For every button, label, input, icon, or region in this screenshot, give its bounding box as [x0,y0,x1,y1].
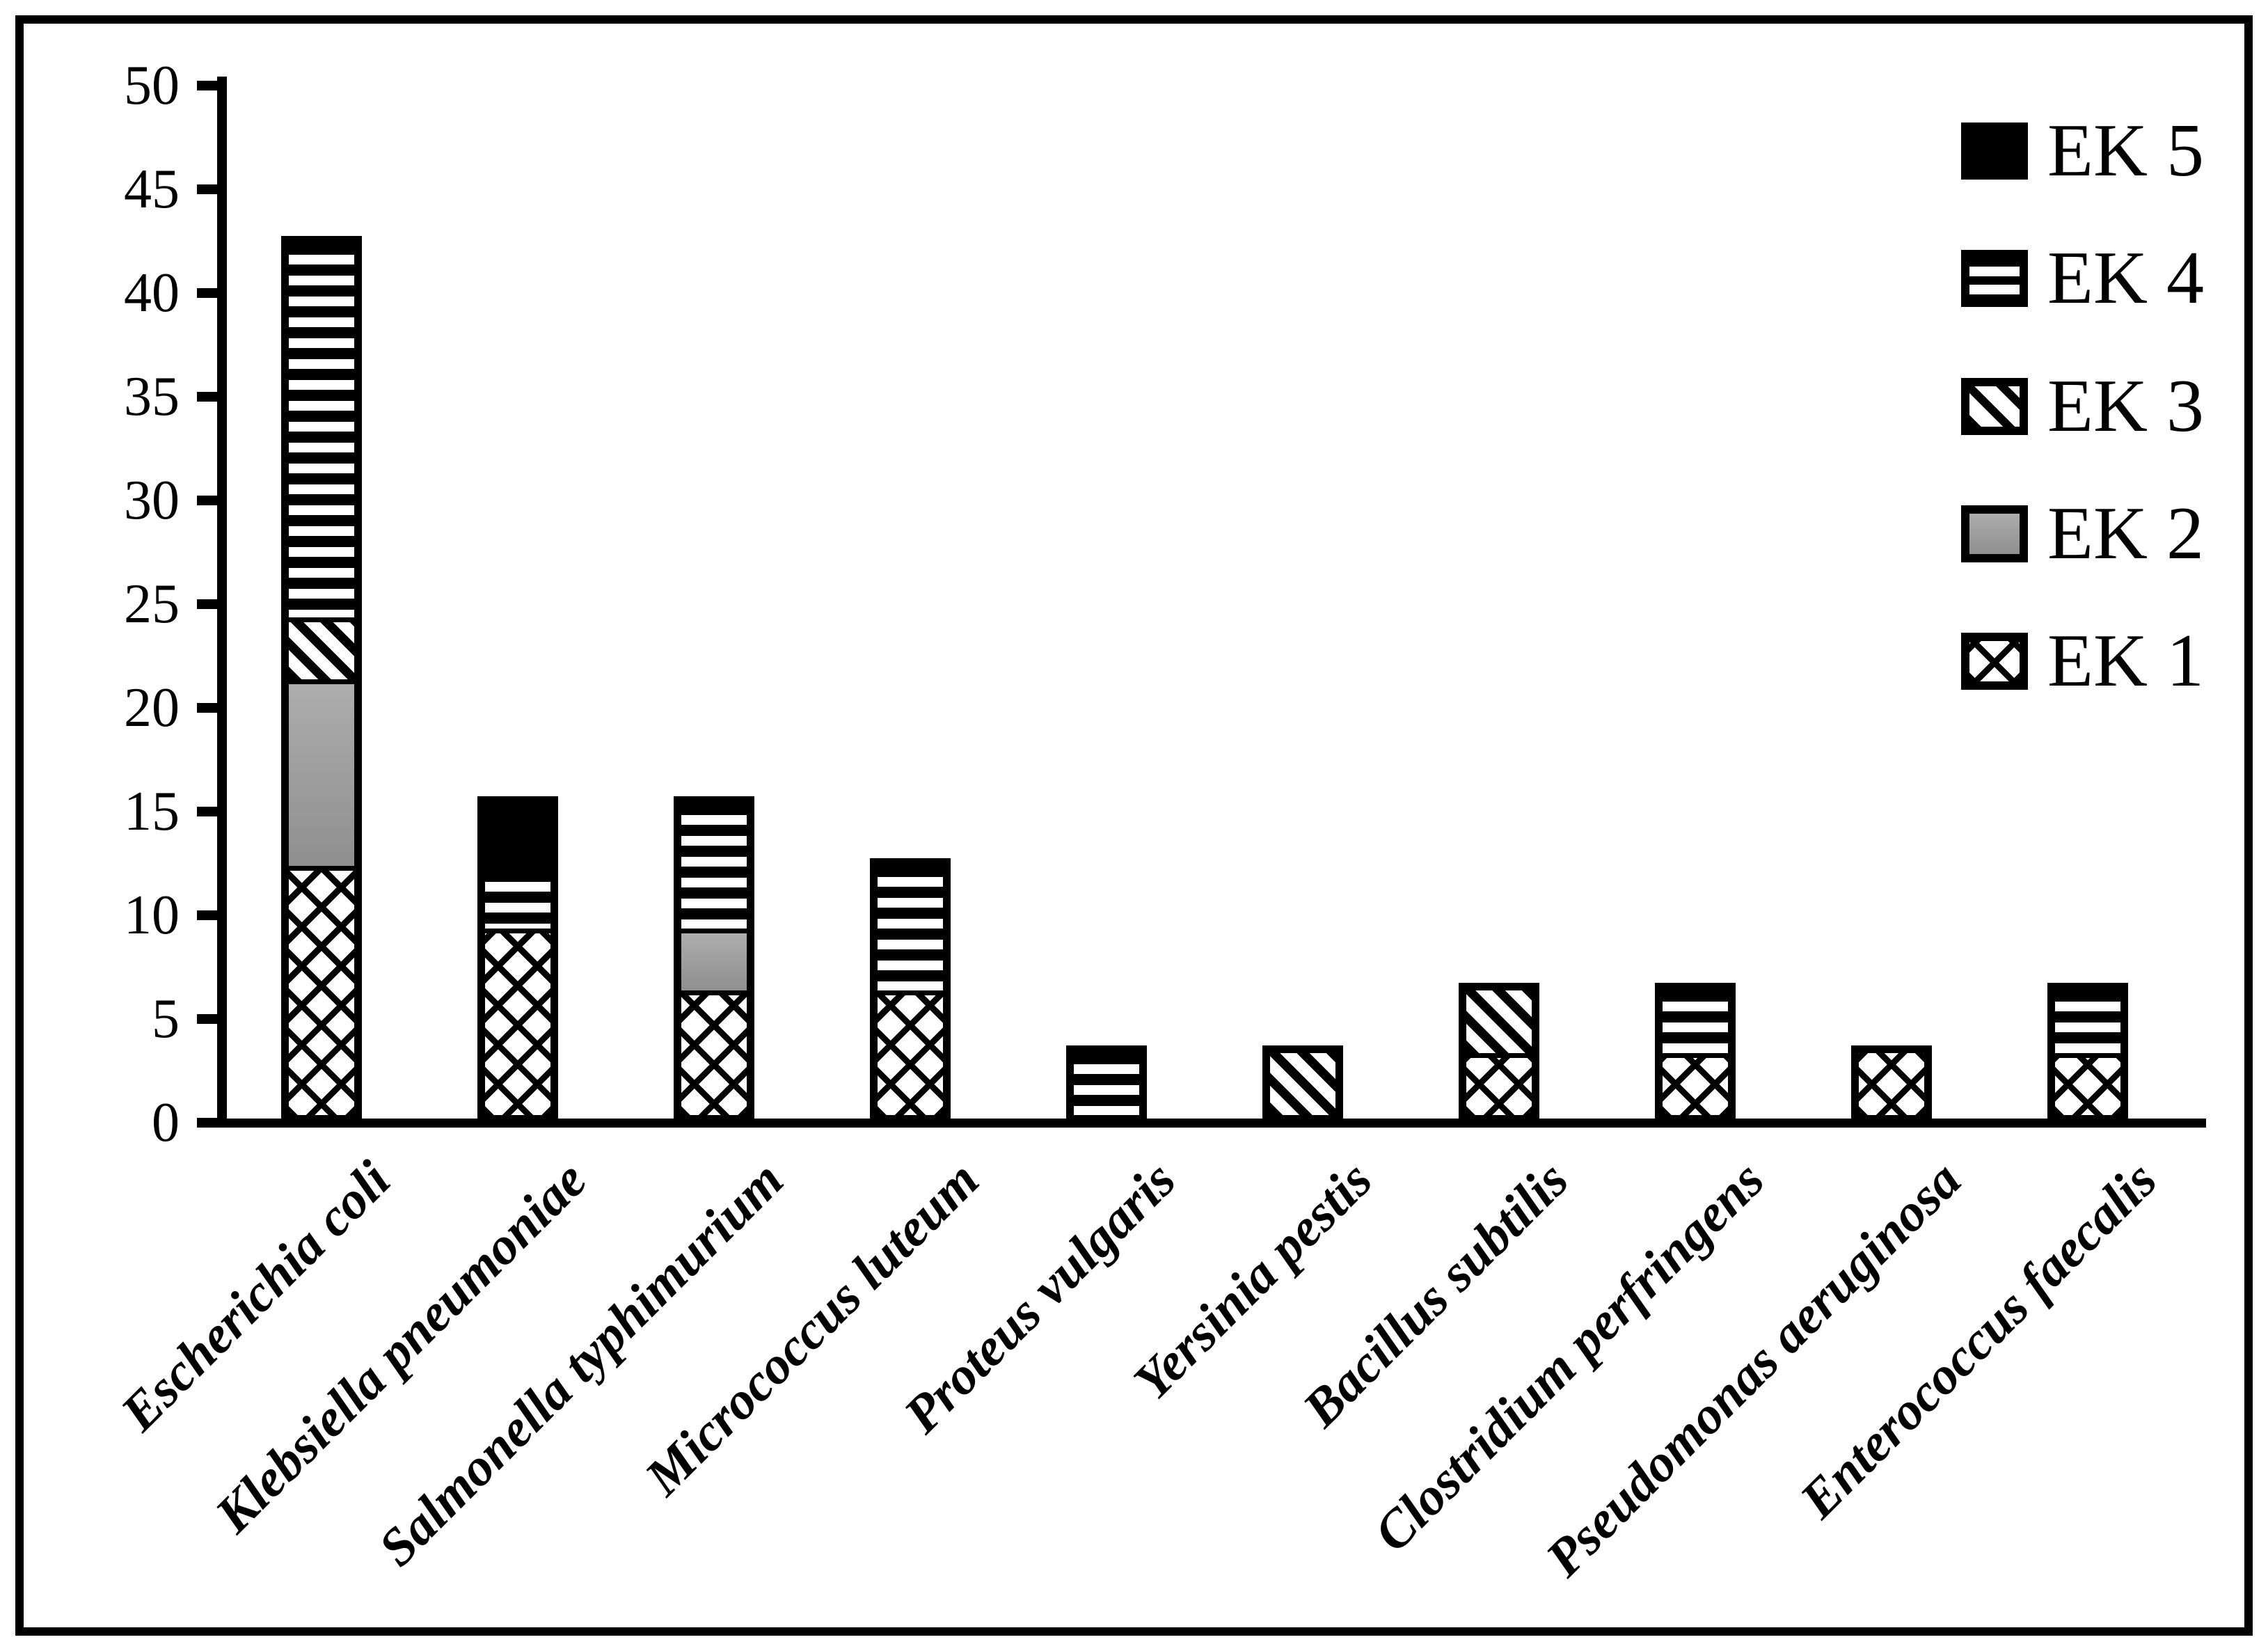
stacked-bar-10 [2047,983,2128,1123]
y-tick-label-50: 50 [124,55,180,116]
legend-swatch-diagonal-stripes-icon [1961,378,2028,435]
legend-label: EK 4 [2047,237,2204,319]
bar-segment-ek1 [878,990,943,1115]
legend-swatch-solid-gray-icon [1961,505,2028,562]
y-tick-label-35: 35 [124,366,180,427]
y-tick-0 [197,1118,219,1128]
bar-segment-ek4 [2055,990,2120,1053]
bar-segment-ek1 [2055,1052,2120,1115]
bar-segment-ek4 [1074,1052,1139,1115]
bar-segment-ek1 [1466,1052,1532,1115]
legend-swatch-solid-black-icon [1961,123,2028,180]
y-tick-45 [197,184,219,194]
stacked-bar-3 [674,796,754,1123]
bar-segment-ek1 [289,866,354,1115]
y-tick-label-20: 20 [124,677,180,738]
legend-item-ek3: EK 3 [1961,363,2204,450]
bar-segment-ek4 [289,244,354,617]
y-tick-label-45: 45 [124,159,180,220]
bar-segment-ek2 [289,679,354,867]
legend-swatch-horizontal-stripes-icon [1961,250,2028,307]
bar-segment-ek1 [1859,1052,1924,1115]
bar-segment-ek2 [681,928,747,991]
y-axis-line [217,77,227,1128]
y-tick-label-15: 15 [124,781,180,842]
y-tick-label-25: 25 [124,574,180,635]
stacked-bar-9 [1851,1045,1932,1123]
y-tick-label-0: 0 [152,1092,180,1153]
bar-segment-ek4 [485,866,550,929]
bar-segment-ek1 [681,990,747,1115]
legend-swatch-crosshatch-icon [1961,633,2028,690]
stacked-bar-1 [281,236,362,1123]
bar-segment-ek1 [485,928,550,1115]
legend-item-ek2: EK 2 [1961,491,2204,577]
legend-label: EK 3 [2047,365,2204,448]
y-tick-5 [197,1014,219,1024]
legend-item-ek1: EK 1 [1961,618,2204,704]
bar-segment-ek3 [289,617,354,680]
stacked-bar-4 [870,858,951,1123]
bar-segment-ek3 [1466,990,1532,1053]
legend-label: EK 2 [2047,492,2204,575]
y-tick-30 [197,496,219,505]
legend-item-ek4: EK 4 [1961,235,2204,322]
bar-segment-ek1 [1663,1052,1728,1115]
y-tick-label-30: 30 [124,470,180,531]
bar-segment-ek3 [1270,1052,1335,1115]
stacked-bar-2 [477,796,558,1123]
y-tick-20 [197,703,219,713]
y-tick-40 [197,288,219,298]
y-tick-25 [197,599,219,609]
y-tick-10 [197,910,219,920]
bar-segment-ek4 [1663,990,1728,1053]
y-tick-50 [197,81,219,90]
bar-segment-ek5 [485,804,550,867]
y-tick-label-40: 40 [124,262,180,324]
stacked-bar-5 [1066,1045,1147,1123]
y-tick-15 [197,807,219,816]
y-tick-35 [197,392,219,402]
y-tick-label-10: 10 [124,885,180,946]
bar-segment-ek4 [681,804,747,929]
legend-item-ek5: EK 5 [1961,108,2204,194]
y-tick-label-5: 5 [152,988,180,1050]
legend-label: EK 5 [2047,109,2204,192]
stacked-bar-6 [1262,1045,1343,1123]
figure-border [15,15,2253,1636]
stacked-bar-8 [1655,983,1736,1123]
bar-segment-ek4 [878,866,943,991]
stacked-bar-7 [1459,983,1539,1123]
legend-label: EK 1 [2047,619,2204,702]
